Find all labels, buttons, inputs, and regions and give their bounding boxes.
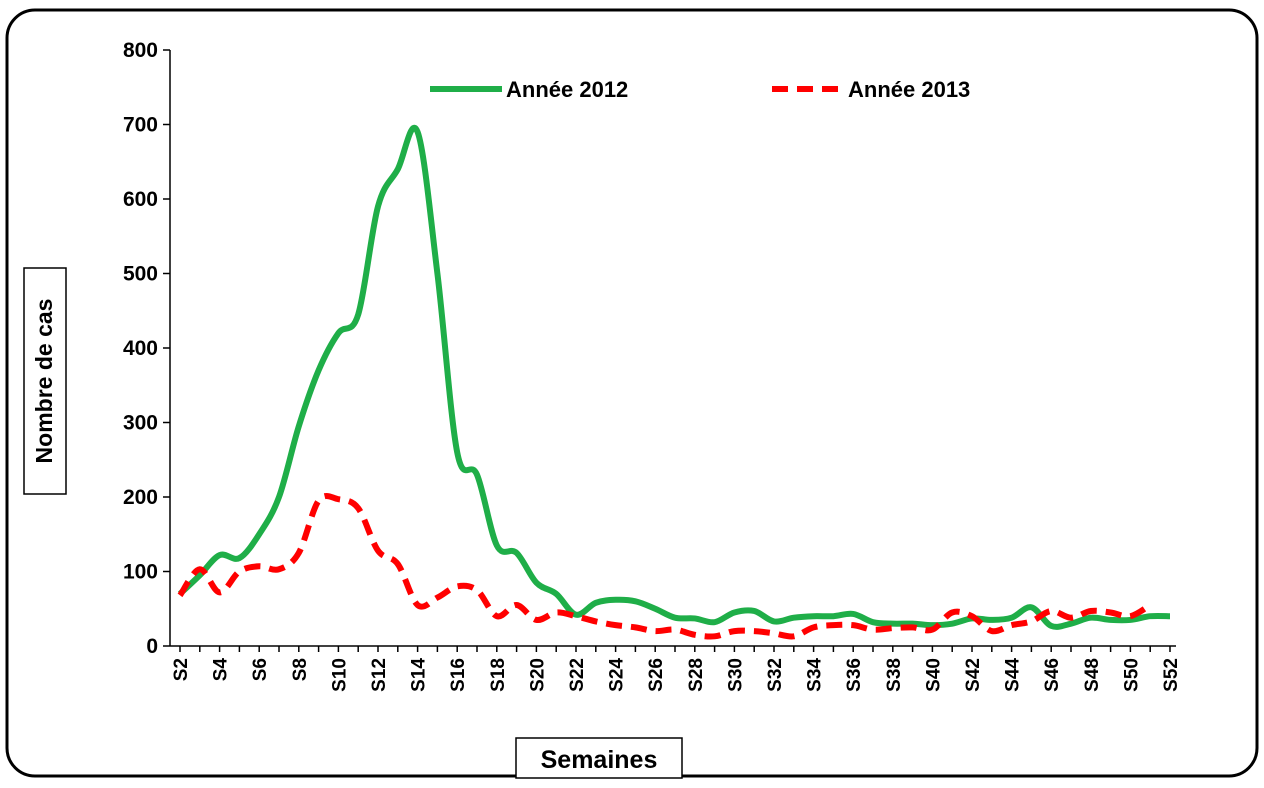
y-label-box — [23, 267, 67, 495]
x-tick-label: S34 — [805, 658, 826, 692]
y-tick-label: 700 — [123, 114, 158, 137]
x-tick-label: S38 — [884, 658, 905, 692]
x-tick-label: S32 — [765, 658, 786, 692]
x-tick-label: S30 — [725, 658, 746, 692]
x-tick-label: S12 — [369, 658, 390, 692]
x-tick-label: S44 — [1003, 658, 1024, 692]
y-tick-label: 200 — [123, 486, 158, 509]
x-tick-label: S24 — [607, 658, 628, 692]
x-tick-label: S36 — [844, 658, 865, 692]
series-line — [177, 125, 1171, 630]
y-tick-label: 400 — [123, 337, 158, 360]
x-tick-label: S4 — [211, 658, 232, 682]
x-label-box — [515, 737, 683, 779]
x-tick-label: S2 — [171, 658, 192, 681]
x-tick-label: S18 — [488, 658, 509, 692]
x-tick-label: S46 — [1042, 658, 1063, 692]
x-tick-label: S28 — [686, 658, 707, 692]
y-tick-label: 0 — [146, 635, 158, 658]
x-tick-label: S14 — [409, 658, 430, 692]
x-tick-label: S22 — [567, 658, 588, 692]
y-tick-label: 300 — [123, 412, 158, 435]
x-tick-label: S48 — [1082, 658, 1103, 692]
y-tick-label: 100 — [123, 561, 158, 584]
x-tick-label: S6 — [250, 658, 271, 681]
x-tick-label: S8 — [290, 658, 311, 681]
y-tick-label: 500 — [123, 263, 158, 286]
x-tick-label: S52 — [1161, 658, 1182, 692]
x-tick-label: S20 — [527, 658, 548, 692]
chart-frame — [5, 8, 1259, 778]
series-line — [177, 493, 1152, 640]
x-axis-label: Semaines — [541, 746, 658, 774]
legend-label: Année 2013 — [848, 77, 970, 102]
x-tick-label: S10 — [329, 658, 350, 692]
y-axis-label: Nombre de cas — [31, 299, 57, 464]
x-tick-label: S16 — [448, 658, 469, 692]
x-tick-label: S40 — [923, 658, 944, 692]
y-tick-label: 800 — [123, 39, 158, 62]
x-tick-label: S50 — [1121, 658, 1142, 692]
legend-label: Année 2012 — [506, 77, 628, 102]
y-tick-label: 600 — [123, 188, 158, 211]
x-tick-label: S42 — [963, 658, 984, 692]
x-tick-label: S26 — [646, 658, 667, 692]
